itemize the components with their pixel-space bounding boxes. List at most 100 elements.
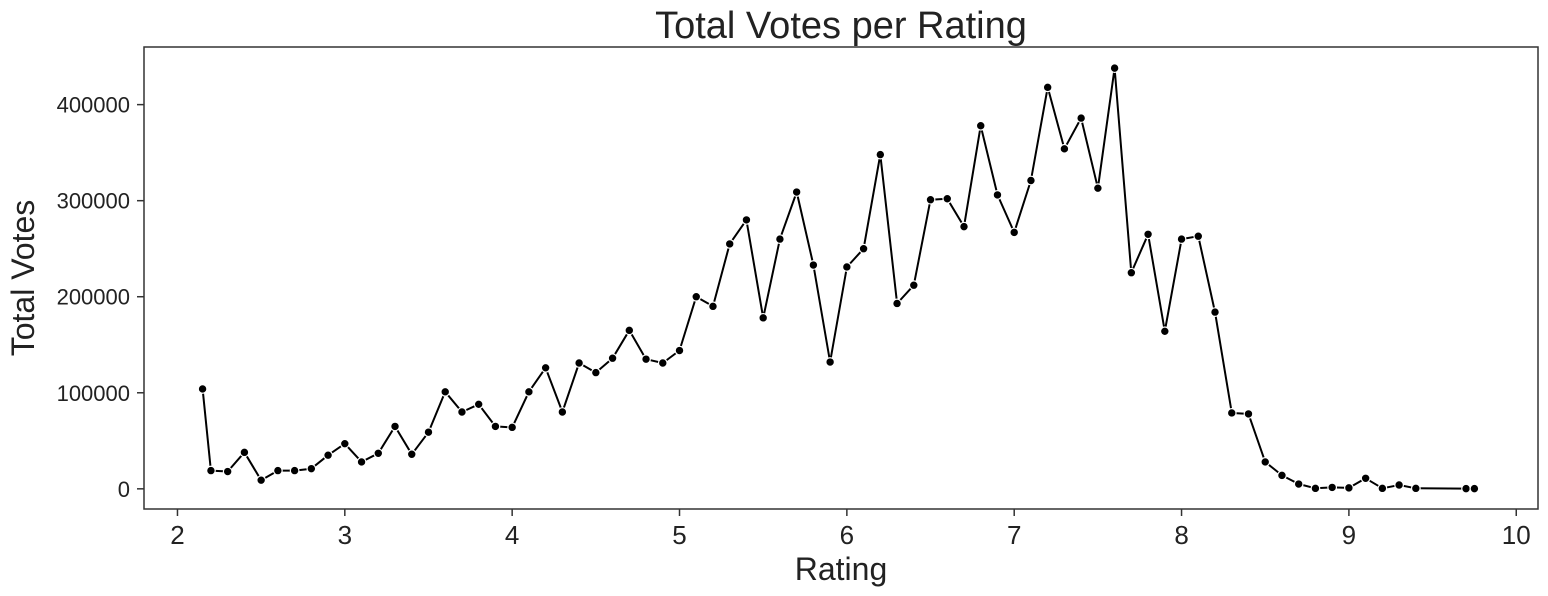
data-point <box>775 234 785 244</box>
data-point <box>590 367 601 378</box>
data-point <box>1260 457 1271 467</box>
data-point <box>339 438 350 449</box>
data-point <box>306 463 317 474</box>
data-point <box>540 362 551 373</box>
data-point <box>708 301 718 312</box>
data-point <box>724 239 735 249</box>
series-layer <box>197 63 1480 494</box>
data-point <box>390 421 400 432</box>
data-point <box>323 450 333 461</box>
data-point <box>1143 229 1153 240</box>
y-tick-label: 100000 <box>57 381 130 406</box>
x-tick-label: 8 <box>1174 520 1188 550</box>
data-point <box>641 354 651 365</box>
y-tick-label: 400000 <box>57 93 130 118</box>
data-point <box>1076 113 1087 123</box>
data-point <box>992 190 1003 200</box>
data-point <box>741 214 752 225</box>
data-point <box>1377 483 1388 494</box>
data-point <box>841 262 852 272</box>
data-point <box>1343 482 1354 493</box>
data-point <box>272 465 283 476</box>
data-point <box>406 449 417 460</box>
x-tick-label: 7 <box>1007 520 1021 550</box>
data-point <box>440 386 451 397</box>
data-point <box>373 448 384 459</box>
data-point <box>1327 482 1338 493</box>
plot-area-frame <box>143 46 1539 510</box>
x-tick-label: 9 <box>1342 520 1356 550</box>
data-point <box>1310 483 1321 494</box>
data-point <box>1042 82 1053 93</box>
data-point <box>256 475 267 486</box>
x-axis-label: Rating <box>795 551 888 587</box>
data-point <box>507 422 518 433</box>
data-point <box>1193 231 1204 242</box>
data-point <box>825 357 836 367</box>
data-point <box>574 358 585 368</box>
y-tick-label: 200000 <box>57 285 130 310</box>
x-tick-label: 10 <box>1502 520 1531 550</box>
data-point <box>423 427 434 438</box>
y-axis: 0 100000 200000 300000 400000 <box>57 93 144 502</box>
data-point <box>1461 483 1471 494</box>
data-point <box>657 358 668 368</box>
data-point <box>356 457 367 467</box>
data-point <box>607 353 618 364</box>
data-point <box>1109 63 1120 74</box>
x-tick-label: 3 <box>338 520 352 550</box>
x-tick-label: 5 <box>672 520 686 550</box>
data-point <box>674 345 685 356</box>
y-tick-label: 0 <box>118 477 130 502</box>
data-point <box>490 421 501 432</box>
data-point <box>206 465 216 476</box>
data-point <box>858 243 869 254</box>
data-point <box>908 280 919 291</box>
data-point <box>1293 479 1304 489</box>
data-point <box>624 325 635 336</box>
x-tick-label: 6 <box>840 520 854 550</box>
data-point <box>808 260 819 270</box>
data-point <box>892 298 902 309</box>
data-point <box>1469 483 1480 494</box>
data-point <box>1410 483 1421 494</box>
data-point <box>222 466 233 477</box>
data-point <box>197 384 208 394</box>
data-point <box>942 193 953 204</box>
data-point <box>1360 473 1371 484</box>
data-point <box>791 187 802 197</box>
x-tick-label: 4 <box>505 520 519 550</box>
data-point <box>975 120 986 131</box>
data-point <box>1176 234 1187 244</box>
series-line <box>201 67 1475 490</box>
x-axis: 2 3 4 5 6 7 8 9 10 <box>170 509 1531 550</box>
data-point <box>1126 267 1137 278</box>
data-point <box>1210 307 1220 317</box>
y-tick-label: 300000 <box>57 189 130 214</box>
data-point <box>691 291 702 302</box>
data-point <box>1092 183 1103 194</box>
data-point <box>758 312 769 323</box>
data-point <box>1277 470 1287 481</box>
data-point <box>1243 409 1254 419</box>
data-point <box>1394 480 1405 490</box>
data-point <box>473 399 484 410</box>
chart-title: Total Votes per Rating <box>655 5 1027 47</box>
data-point <box>289 465 300 476</box>
data-point <box>925 194 936 205</box>
data-point <box>1026 175 1036 186</box>
data-point <box>1059 143 1070 154</box>
data-point <box>1009 227 1020 238</box>
data-point <box>457 407 467 417</box>
data-point <box>959 221 969 232</box>
data-point <box>1159 326 1170 337</box>
x-tick-label: 2 <box>170 520 184 550</box>
data-point <box>875 149 886 160</box>
data-point <box>239 447 250 458</box>
data-point <box>523 386 534 397</box>
data-point <box>557 407 568 417</box>
data-point <box>1226 408 1237 418</box>
y-axis-label: Total Votes <box>5 200 41 357</box>
